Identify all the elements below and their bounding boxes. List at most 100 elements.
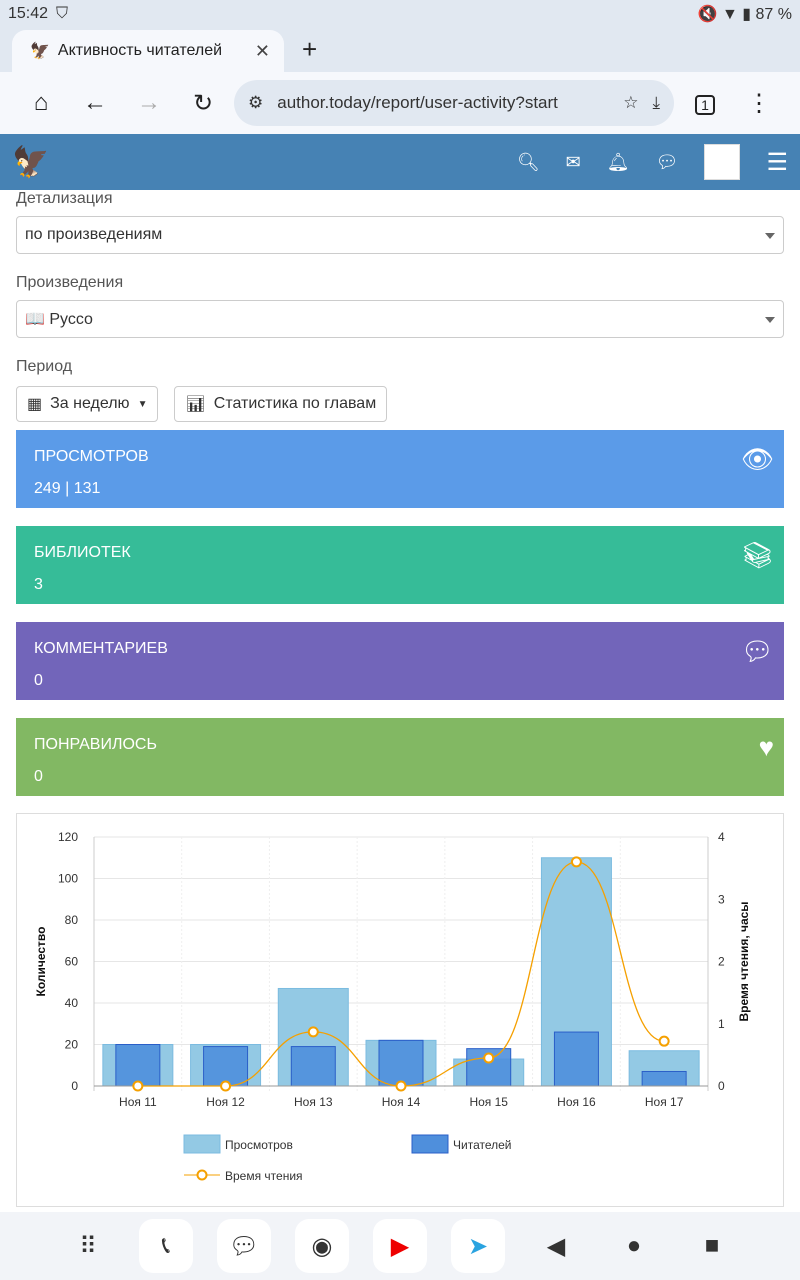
clock: 15:42	[8, 5, 49, 22]
works-select[interactable]: 📖 Руссо	[16, 300, 784, 338]
x-tick-label: Ноя 11	[119, 1095, 157, 1109]
works-label: Произведения	[16, 274, 124, 291]
y2-tick-label: 1	[718, 1017, 725, 1031]
browser-toolbar: ⌂ ← → ↻ ⚙ author.today/report/user-activ…	[0, 72, 800, 134]
bar-readers	[641, 1070, 687, 1087]
legend-swatch-views	[183, 1134, 221, 1154]
y2-tick-label: 4	[718, 830, 725, 844]
point-reading-time	[658, 1035, 670, 1047]
comments-card: Комментариев 0 💬︎	[16, 622, 784, 700]
close-tab-icon[interactable]: ✕	[254, 40, 270, 61]
y-tick-label: 120	[58, 830, 78, 844]
bell-icon[interactable]: 🔔︎	[606, 151, 630, 172]
y-tick-label: 20	[65, 1038, 79, 1052]
views-card: Просмотров 249 | 131 👁︎	[16, 430, 784, 508]
legend-swatch-time-point	[196, 1169, 208, 1181]
chrome-icon[interactable]: ◉	[295, 1219, 349, 1273]
y-tick-label: 80	[65, 913, 79, 927]
shield-icon: ⛉	[56, 5, 69, 22]
tab-title: Активность читателей	[57, 42, 223, 59]
site-favicon-icon: 🦅	[30, 43, 50, 60]
youtube-icon[interactable]: ▶	[373, 1219, 427, 1273]
x-tick-label: Ноя 17	[645, 1095, 684, 1109]
line-reading-time	[137, 861, 665, 1087]
chapters-stats-button[interactable]: 📊︎ Статистика по главам	[174, 386, 388, 422]
home-nav-icon[interactable]: ●	[626, 1232, 642, 1259]
legend-label: Просмотров	[225, 1138, 293, 1152]
recents-nav-icon[interactable]: ■	[704, 1232, 720, 1259]
battery-level: 🔇 ▼ ▮ 87 %	[697, 6, 792, 23]
caret-down-icon	[765, 317, 775, 328]
x-tick-label: Ноя 16	[557, 1095, 596, 1109]
telegram-icon[interactable]: ➤	[451, 1219, 505, 1273]
legend-label: Время чтения	[225, 1169, 303, 1183]
heart-icon: ♥	[758, 732, 774, 762]
site-header: 🦅 🔍︎ ✉ 🔔︎ 💬︎ ☰	[0, 134, 800, 190]
search-icon[interactable]: 🔍︎	[516, 151, 540, 172]
y2-tick-label: 0	[718, 1079, 725, 1093]
star-icon[interactable]: ☆	[623, 93, 639, 112]
period-label: Период	[16, 358, 73, 375]
point-reading-time	[132, 1080, 144, 1092]
tab-count-button[interactable]: 1	[678, 89, 732, 117]
period-dropdown[interactable]: ▦ За неделю ▼	[16, 386, 159, 422]
chat-icon[interactable]: 💬︎	[655, 151, 679, 172]
messages-icon[interactable]: 💬︎	[217, 1219, 271, 1273]
activity-chart: 0 20 40 60 80 100 120 0 1 2 3 4 Ноя 11 Ноя 12 Ноя 13 Но…	[16, 813, 784, 1207]
books-icon: 📚︎	[740, 540, 774, 570]
comments-icon: 💬︎	[740, 636, 774, 666]
bar-readers	[378, 1039, 424, 1087]
x-tick-label: Ноя 12	[206, 1095, 245, 1109]
hamburger-icon[interactable]: ☰	[766, 148, 788, 176]
bar-chart-icon: 📊︎	[185, 396, 206, 413]
tab-strip: 🦅 Активность читателей ✕ +	[0, 28, 800, 72]
site-settings-icon[interactable]: ⚙	[248, 93, 264, 112]
caret-down-icon: ▼	[137, 398, 148, 410]
address-bar[interactable]: ⚙ author.today/report/user-activity?star…	[234, 80, 674, 126]
new-tab-icon[interactable]: +	[302, 34, 318, 64]
x-tick-label: Ноя 14	[382, 1095, 421, 1109]
bar-readers	[203, 1046, 249, 1087]
x-tick-label: Ноя 15	[469, 1095, 508, 1109]
menu-icon[interactable]: ⋮	[747, 89, 771, 117]
detail-select[interactable]: по произведениям	[16, 216, 784, 254]
status-bar: 15:42 ⛉ 🔇 ▼ ▮ 87 %	[0, 0, 800, 28]
y-axis-title: Количество	[34, 927, 48, 997]
bar-readers	[553, 1031, 599, 1087]
forward-icon[interactable]: →	[137, 89, 161, 116]
android-dock: ⠿ 📞︎ 💬︎ ◉ ▶ ➤ ◀ ● ■	[0, 1212, 800, 1280]
site-logo[interactable]: 🦅	[12, 145, 50, 179]
mail-icon[interactable]: ✉	[565, 151, 581, 172]
apps-icon[interactable]: ⠿	[79, 1232, 97, 1260]
eye-icon: 👁︎	[740, 444, 774, 474]
y-tick-label: 60	[65, 955, 79, 969]
y-tick-label: 100	[58, 872, 78, 886]
point-reading-time	[220, 1080, 232, 1092]
home-icon[interactable]: ⌂	[33, 89, 49, 116]
calendar-icon: ▦	[27, 396, 43, 413]
chart-svg: 0 20 40 60 80 100 120 0 1 2 3 4 Ноя 11 Ноя 12 Ноя 13 Но…	[34, 830, 751, 1183]
y-tick-label: 40	[65, 996, 79, 1010]
legend-label: Читателей	[453, 1138, 512, 1152]
reload-icon[interactable]: ↻	[192, 89, 214, 117]
y-tick-label: 0	[71, 1079, 78, 1093]
url-text[interactable]: author.today/report/user-activity?start	[277, 93, 558, 112]
y2-axis-title: Время чтения, часы	[737, 901, 751, 1021]
y2-tick-label: 3	[718, 892, 725, 906]
point-reading-time	[483, 1052, 495, 1064]
x-tick-label: Ноя 13	[294, 1095, 333, 1109]
download-icon[interactable]: ⤓	[652, 93, 660, 112]
back-nav-icon[interactable]: ◀	[546, 1232, 566, 1260]
likes-card: Понравилось 0 ♥	[16, 718, 784, 796]
back-icon[interactable]: ←	[83, 89, 107, 116]
legend-swatch-readers	[411, 1134, 449, 1154]
point-reading-time	[570, 856, 582, 868]
point-reading-time	[395, 1080, 407, 1092]
bar-readers	[115, 1044, 161, 1087]
bar-readers	[290, 1046, 336, 1087]
browser-tab[interactable]: 🦅 Активность читателей ✕	[12, 30, 284, 72]
phone-icon[interactable]: 📞︎	[139, 1219, 193, 1273]
caret-down-icon	[765, 233, 775, 244]
avatar[interactable]	[704, 144, 741, 180]
detail-label: Детализация	[16, 190, 113, 207]
